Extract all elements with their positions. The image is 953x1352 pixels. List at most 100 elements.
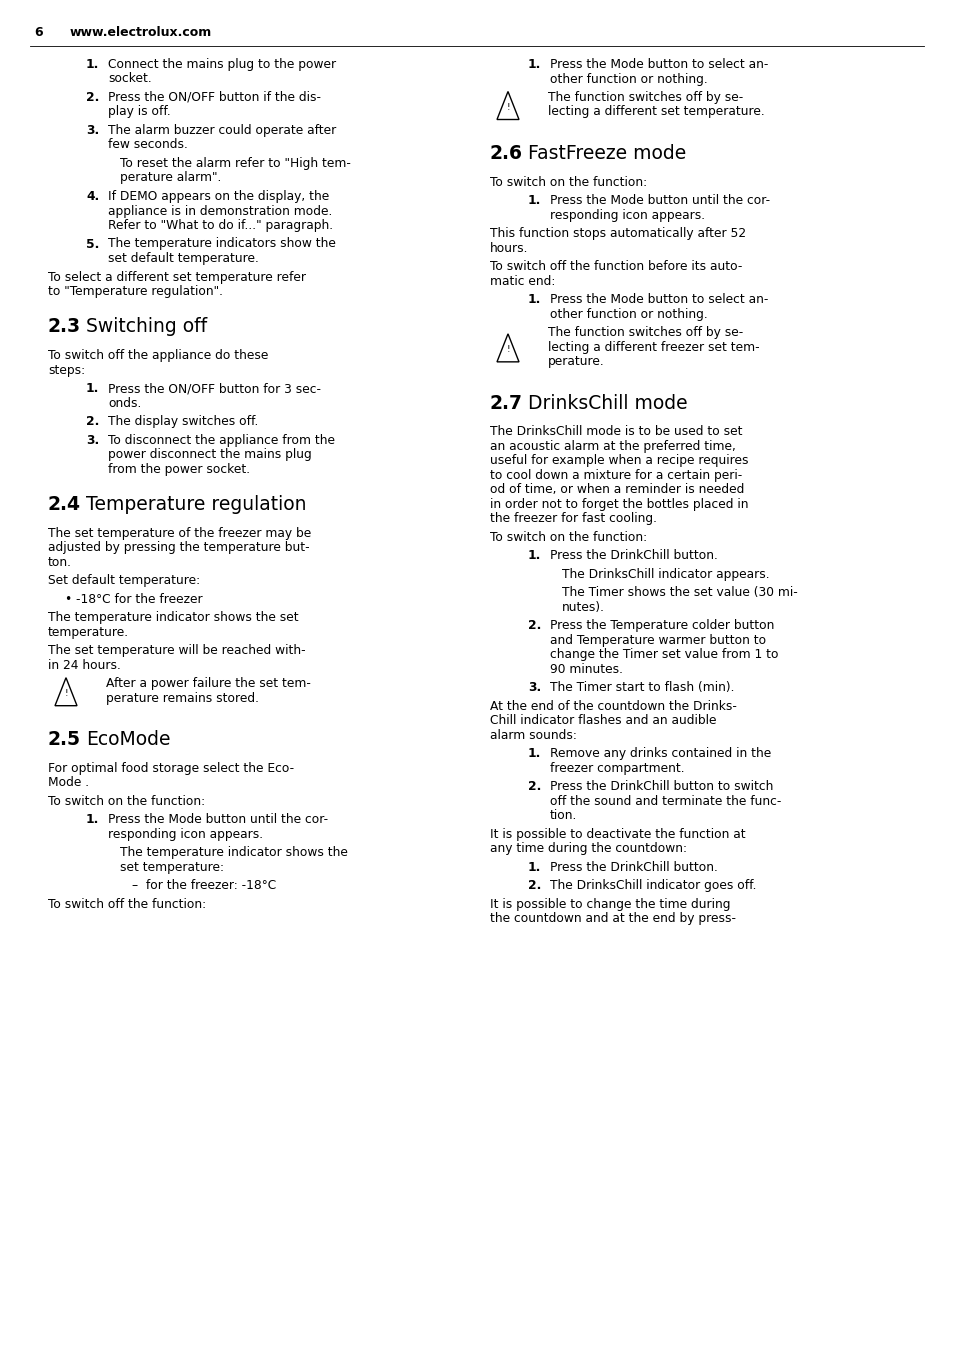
Text: Connect the mains plug to the power: Connect the mains plug to the power bbox=[108, 58, 335, 72]
Text: 2.3: 2.3 bbox=[48, 318, 81, 337]
Text: Press the ON/OFF button for 3 sec-: Press the ON/OFF button for 3 sec- bbox=[108, 383, 320, 395]
Text: 2.5: 2.5 bbox=[48, 730, 81, 749]
Text: 2.: 2. bbox=[86, 91, 99, 104]
Text: appliance is in demonstration mode.: appliance is in demonstration mode. bbox=[108, 204, 332, 218]
Text: off the sound and terminate the func-: off the sound and terminate the func- bbox=[550, 795, 781, 807]
Text: the freezer for fast cooling.: the freezer for fast cooling. bbox=[490, 512, 657, 525]
Text: Remove any drinks contained in the: Remove any drinks contained in the bbox=[550, 748, 770, 760]
Text: Refer to "What to do if..." paragraph.: Refer to "What to do if..." paragraph. bbox=[108, 219, 333, 233]
Text: responding icon appears.: responding icon appears. bbox=[550, 208, 704, 222]
Text: To switch off the function before its auto-: To switch off the function before its au… bbox=[490, 260, 741, 273]
Text: lecting a different freezer set tem-: lecting a different freezer set tem- bbox=[547, 341, 759, 354]
Text: other function or nothing.: other function or nothing. bbox=[550, 73, 707, 85]
Text: other function or nothing.: other function or nothing. bbox=[550, 308, 707, 320]
Text: an acoustic alarm at the preferred time,: an acoustic alarm at the preferred time, bbox=[490, 439, 735, 453]
Text: 2.7: 2.7 bbox=[490, 393, 522, 412]
Text: set default temperature.: set default temperature. bbox=[108, 251, 258, 265]
Text: 2.: 2. bbox=[527, 619, 540, 633]
Text: www.electrolux.com: www.electrolux.com bbox=[70, 26, 212, 39]
Text: 1.: 1. bbox=[527, 58, 540, 72]
Text: from the power socket.: from the power socket. bbox=[108, 462, 250, 476]
Text: responding icon appears.: responding icon appears. bbox=[108, 827, 263, 841]
Text: At the end of the countdown the Drinks-: At the end of the countdown the Drinks- bbox=[490, 700, 736, 713]
Text: The temperature indicator shows the set: The temperature indicator shows the set bbox=[48, 611, 298, 625]
Text: The Timer shows the set value (30 mi-: The Timer shows the set value (30 mi- bbox=[561, 587, 797, 599]
Text: The display switches off.: The display switches off. bbox=[108, 415, 258, 429]
Text: set temperature:: set temperature: bbox=[120, 861, 224, 873]
Text: freezer compartment.: freezer compartment. bbox=[550, 761, 684, 775]
Text: alarm sounds:: alarm sounds: bbox=[490, 729, 577, 742]
Text: 1.: 1. bbox=[527, 861, 540, 873]
Text: The set temperature of the freezer may be: The set temperature of the freezer may b… bbox=[48, 527, 311, 539]
Text: To switch on the function:: To switch on the function: bbox=[490, 176, 646, 188]
Text: socket.: socket. bbox=[108, 73, 152, 85]
Text: 1.: 1. bbox=[527, 293, 540, 306]
Text: play is off.: play is off. bbox=[108, 105, 171, 119]
Text: 1.: 1. bbox=[527, 549, 540, 562]
Text: The set temperature will be reached with-: The set temperature will be reached with… bbox=[48, 644, 305, 657]
Text: FastFreeze mode: FastFreeze mode bbox=[527, 145, 685, 164]
Text: 3.: 3. bbox=[86, 124, 99, 137]
Text: After a power failure the set tem-: After a power failure the set tem- bbox=[106, 677, 311, 691]
Text: 2.4: 2.4 bbox=[48, 495, 81, 514]
Text: Press the Mode button to select an-: Press the Mode button to select an- bbox=[550, 293, 767, 306]
Text: To switch off the function:: To switch off the function: bbox=[48, 898, 206, 911]
Text: Press the ON/OFF button if the dis-: Press the ON/OFF button if the dis- bbox=[108, 91, 320, 104]
Text: Press the DrinkChill button.: Press the DrinkChill button. bbox=[550, 861, 717, 873]
Text: To switch off the appliance do these: To switch off the appliance do these bbox=[48, 349, 268, 362]
Text: To disconnect the appliance from the: To disconnect the appliance from the bbox=[108, 434, 335, 446]
Text: DrinksChill mode: DrinksChill mode bbox=[527, 393, 687, 412]
Text: !: ! bbox=[506, 345, 509, 354]
Text: perature.: perature. bbox=[547, 356, 604, 368]
Text: It is possible to change the time during: It is possible to change the time during bbox=[490, 898, 730, 911]
Text: !: ! bbox=[64, 690, 68, 698]
Text: Press the Mode button to select an-: Press the Mode button to select an- bbox=[550, 58, 767, 72]
Text: 2.6: 2.6 bbox=[490, 145, 522, 164]
Text: The function switches off by se-: The function switches off by se- bbox=[547, 91, 742, 104]
Text: matic end:: matic end: bbox=[490, 274, 555, 288]
Text: od of time, or when a reminder is needed: od of time, or when a reminder is needed bbox=[490, 483, 743, 496]
Text: If DEMO appears on the display, the: If DEMO appears on the display, the bbox=[108, 191, 329, 203]
Text: lecting a different set temperature.: lecting a different set temperature. bbox=[547, 105, 764, 119]
Text: -18°C for the freezer: -18°C for the freezer bbox=[76, 592, 202, 606]
Text: and Temperature warmer button to: and Temperature warmer button to bbox=[550, 634, 765, 646]
Text: Switching off: Switching off bbox=[86, 318, 207, 337]
Text: The temperature indicators show the: The temperature indicators show the bbox=[108, 238, 335, 250]
Text: The DrinksChill indicator appears.: The DrinksChill indicator appears. bbox=[561, 568, 769, 581]
Text: hours.: hours. bbox=[490, 242, 528, 254]
Text: temperature.: temperature. bbox=[48, 626, 129, 638]
Text: power disconnect the mains plug: power disconnect the mains plug bbox=[108, 448, 312, 461]
Text: This function stops automatically after 52: This function stops automatically after … bbox=[490, 227, 745, 241]
Text: Mode .: Mode . bbox=[48, 776, 89, 790]
Text: few seconds.: few seconds. bbox=[108, 138, 188, 151]
Text: To reset the alarm refer to "High tem-: To reset the alarm refer to "High tem- bbox=[120, 157, 351, 170]
Text: any time during the countdown:: any time during the countdown: bbox=[490, 842, 686, 856]
Text: in order not to forget the bottles placed in: in order not to forget the bottles place… bbox=[490, 498, 748, 511]
Text: The alarm buzzer could operate after: The alarm buzzer could operate after bbox=[108, 124, 335, 137]
Text: –  for the freezer: -18°C: – for the freezer: -18°C bbox=[132, 879, 276, 892]
Text: For optimal food storage select the Eco-: For optimal food storage select the Eco- bbox=[48, 761, 294, 775]
Text: To select a different set temperature refer: To select a different set temperature re… bbox=[48, 270, 306, 284]
Text: 5.: 5. bbox=[86, 238, 99, 250]
Text: 3.: 3. bbox=[86, 434, 99, 446]
Text: To switch on the function:: To switch on the function: bbox=[48, 795, 205, 807]
Text: perature remains stored.: perature remains stored. bbox=[106, 692, 258, 704]
Text: 2.: 2. bbox=[527, 780, 540, 794]
Text: The Timer start to flash (min).: The Timer start to flash (min). bbox=[550, 681, 734, 694]
Text: Press the DrinkChill button.: Press the DrinkChill button. bbox=[550, 549, 717, 562]
Text: Press the Temperature colder button: Press the Temperature colder button bbox=[550, 619, 774, 633]
Text: onds.: onds. bbox=[108, 396, 141, 410]
Text: 4.: 4. bbox=[86, 191, 99, 203]
Text: 90 minutes.: 90 minutes. bbox=[550, 662, 622, 676]
Text: tion.: tion. bbox=[550, 810, 577, 822]
Text: !: ! bbox=[506, 103, 509, 112]
Text: 1.: 1. bbox=[86, 383, 99, 395]
Text: Chill indicator flashes and an audible: Chill indicator flashes and an audible bbox=[490, 714, 716, 727]
Text: in 24 hours.: in 24 hours. bbox=[48, 658, 121, 672]
Text: Press the Mode button until the cor-: Press the Mode button until the cor- bbox=[550, 195, 769, 207]
Text: 1.: 1. bbox=[86, 58, 99, 72]
Text: EcoMode: EcoMode bbox=[86, 730, 171, 749]
Text: 1.: 1. bbox=[86, 814, 99, 826]
Text: 6: 6 bbox=[34, 26, 43, 39]
Text: steps:: steps: bbox=[48, 364, 85, 377]
